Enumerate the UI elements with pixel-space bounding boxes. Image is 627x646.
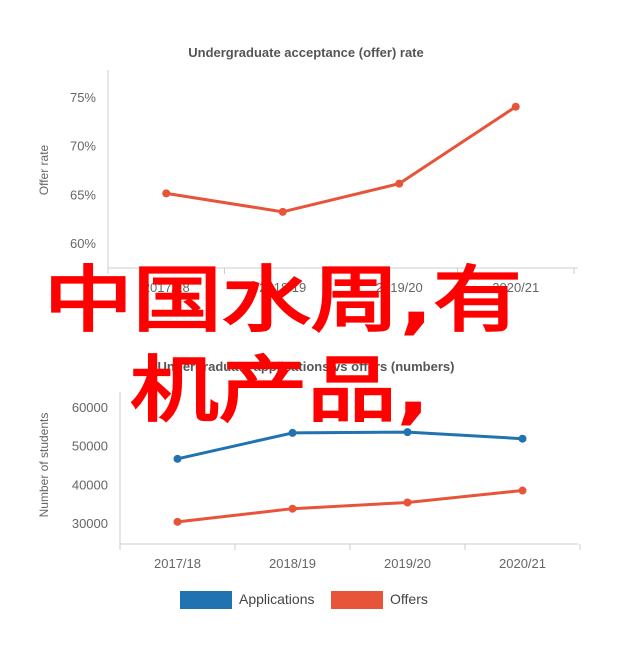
data-point	[403, 428, 412, 437]
data-point	[518, 434, 527, 443]
chart-rate-y-axis-title: Offer rate	[37, 144, 51, 195]
chart-rate: Undergraduate acceptance (offer) rate Of…	[37, 45, 578, 295]
data-point	[403, 498, 412, 507]
y-tick-label: 65%	[70, 187, 96, 202]
y-tick-label: 40000	[72, 477, 108, 492]
y-tick-label: 70%	[70, 139, 96, 154]
overlay-text-line-1: 中国水周,有	[44, 258, 522, 342]
series-line	[177, 430, 523, 461]
overlay-text-line-2: 机产品,	[130, 348, 430, 432]
y-tick-label: 60%	[70, 236, 96, 251]
data-point	[518, 486, 527, 495]
legend-swatch	[180, 591, 232, 609]
y-tick-label: 30000	[72, 516, 108, 531]
x-tick-label: 2018/19	[259, 280, 306, 295]
legend-swatch	[331, 591, 383, 609]
data-point	[288, 504, 297, 513]
x-tick-label: 2018/19	[269, 556, 316, 571]
chart-numbers-title: Undergraduate applications vs offers (nu…	[158, 359, 455, 374]
legend-label: Offers	[390, 591, 428, 607]
data-point	[288, 428, 297, 437]
x-tick-label: 2019/20	[376, 280, 423, 295]
data-point	[162, 189, 171, 198]
data-point	[395, 179, 404, 188]
x-tick-label: 2017/18	[143, 280, 190, 295]
x-tick-label: 2020/21	[492, 280, 539, 295]
chart-numbers: Undergraduate applications vs offers (nu…	[37, 359, 581, 609]
x-tick-label: 2020/21	[499, 556, 546, 571]
data-point	[173, 454, 182, 463]
y-tick-label: 50000	[72, 439, 108, 454]
data-point	[278, 207, 287, 216]
x-tick-label: 2019/20	[384, 556, 431, 571]
legend-label: Applications	[239, 591, 315, 607]
y-tick-label: 60000	[72, 400, 108, 415]
chart-rate-title: Undergraduate acceptance (offer) rate	[188, 45, 424, 60]
data-point	[511, 102, 520, 111]
series-line	[166, 105, 517, 214]
x-tick-label: 2017/18	[154, 556, 201, 571]
data-point	[173, 517, 182, 526]
chart-numbers-y-axis-title: Number of students	[37, 413, 51, 518]
overlay-watermark-text: 中国水周,有 机产品,	[44, 258, 522, 432]
y-tick-label: 75%	[70, 90, 96, 105]
series-line	[177, 489, 523, 524]
